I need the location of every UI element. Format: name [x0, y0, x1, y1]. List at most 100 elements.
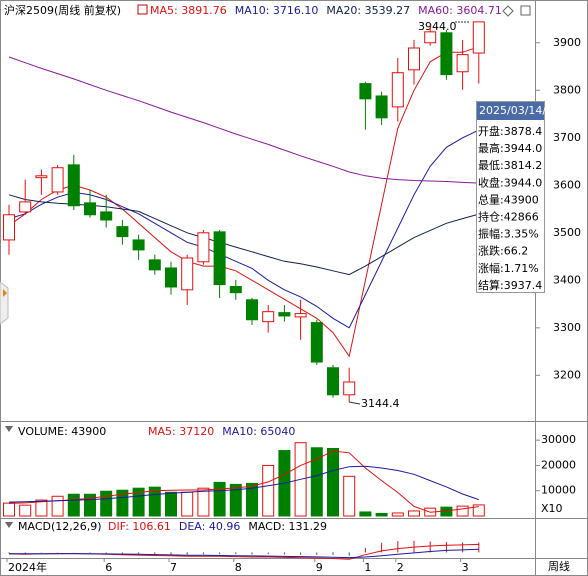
y-tick-label: 3300 — [553, 321, 581, 334]
candle-body — [132, 239, 145, 251]
volume-bar — [67, 493, 80, 517]
volume-bar — [359, 511, 372, 517]
volume-bar — [35, 499, 48, 517]
y-tick-label: 3200 — [553, 368, 581, 381]
volume-bar — [100, 490, 113, 517]
x-tick-label: 8 — [235, 561, 242, 574]
legend-entry: MA60: 3604.71 — [418, 4, 502, 17]
ma-line — [8, 56, 479, 184]
candle-body — [327, 367, 339, 396]
volume-bar — [229, 483, 242, 517]
legend-entry: MA5: 3891.76 — [150, 4, 227, 17]
tooltip-row: 振幅:3.35% — [478, 227, 539, 241]
candle-body — [278, 312, 291, 317]
volume-bar — [327, 448, 339, 517]
candle-body — [197, 232, 210, 263]
legend-entry: MA5: 37120 — [148, 425, 214, 438]
x-tick-label: 9 — [316, 561, 323, 574]
tooltip-row: 收盘:3944.0 — [478, 175, 542, 189]
volume-bar — [343, 475, 356, 517]
candle-body — [229, 285, 242, 294]
candle-body — [343, 381, 356, 396]
candle-body — [3, 214, 15, 241]
volume-bar — [246, 482, 258, 517]
candle-body — [408, 47, 420, 71]
low-annotation: 3144.4 — [361, 397, 400, 410]
candle-body — [359, 83, 372, 100]
volume-bar — [148, 486, 161, 517]
volume-bar — [19, 504, 32, 517]
volume-bar — [375, 512, 388, 517]
legend-entry: DEA: 40.96 — [179, 520, 240, 533]
side-tab[interactable] — [0, 281, 9, 325]
candle-body — [375, 95, 388, 119]
candle-body — [148, 259, 161, 271]
tooltip: 2025/03/14/五 开盘:3878.4 最高:3944.0 最低:3814.2… — [476, 101, 557, 293]
candle-body — [294, 313, 307, 318]
macd-line — [8, 543, 479, 560]
panel-title: VOLUME: 43900 — [18, 425, 106, 438]
legend-entry: MA20: 3539.27 — [326, 4, 410, 17]
volume-ma-line — [8, 465, 479, 503]
legend-entry: MA10: 3716.10 — [235, 4, 319, 17]
volume-bar — [456, 505, 469, 517]
candle-body — [116, 226, 129, 238]
ma-line — [8, 129, 480, 329]
y-tick-label: 3600 — [553, 178, 581, 191]
panel-title: MACD(12,26,9) — [18, 520, 102, 533]
x-tick-label: 2024年 — [8, 560, 47, 574]
tooltip-row: 结算:3937.4 — [478, 278, 542, 292]
legend-entry: DIF: 106.61 — [108, 520, 171, 533]
tooltip-row: 涨幅:1.71% — [478, 262, 539, 275]
candle-body — [67, 164, 80, 207]
maximize-icon[interactable] — [520, 5, 531, 16]
candle-body — [19, 201, 32, 213]
volume-bar — [51, 495, 64, 517]
indicator-icon[interactable] — [137, 4, 148, 15]
volume-bar — [181, 491, 194, 517]
tooltip-row: 最低:3814.2 — [478, 159, 542, 172]
tooltip-row: 持仓:42866 — [478, 210, 539, 224]
volume-bar — [3, 502, 15, 517]
y-tick-label: 10000 — [541, 484, 576, 497]
volume-bar — [213, 481, 226, 517]
panel-menu-icon[interactable] — [5, 426, 13, 432]
candle-body — [246, 299, 258, 321]
x-tick-label: 2 — [397, 561, 404, 574]
volume-bar — [262, 464, 275, 517]
macd-line — [8, 548, 479, 559]
volume-bar — [408, 510, 420, 517]
ma-line — [8, 46, 479, 358]
volume-bar — [310, 447, 323, 517]
y-tick-label: 3400 — [553, 273, 581, 286]
x-tick-label: 7 — [170, 561, 177, 574]
candle-body — [84, 202, 96, 216]
y-tick-label: 3900 — [553, 36, 581, 49]
volume-ma-line — [8, 450, 479, 513]
x-tick-label: 3 — [462, 561, 469, 574]
candle-body — [391, 72, 404, 108]
tooltip-row: 涨跌:66.2 — [478, 244, 528, 258]
unit-label: X10 — [541, 502, 563, 515]
settings-icon[interactable] — [502, 5, 514, 17]
y-tick-label: 3500 — [553, 226, 581, 239]
candle-body — [51, 167, 64, 193]
tooltip-row: 开盘:3878.4 — [478, 124, 542, 138]
candle-body — [440, 32, 453, 76]
candle-body — [35, 175, 48, 179]
volume-bar — [197, 487, 210, 517]
volume-bar — [116, 489, 129, 517]
period-button[interactable]: 周线 — [548, 559, 570, 573]
annotation-arrow — [348, 401, 361, 405]
legend-entry: MACD: 131.29 — [248, 520, 327, 533]
volume-bar — [84, 493, 96, 517]
candle-body — [424, 31, 437, 44]
candle-body — [262, 311, 275, 323]
y-tick-label: 30000 — [541, 433, 576, 446]
side-tab-arrow — [3, 289, 7, 297]
high-annotation: 3944.0 — [418, 20, 457, 33]
y-tick-label: 3700 — [553, 131, 581, 144]
panel-menu-icon[interactable] — [5, 522, 13, 528]
candle-body — [213, 231, 226, 286]
